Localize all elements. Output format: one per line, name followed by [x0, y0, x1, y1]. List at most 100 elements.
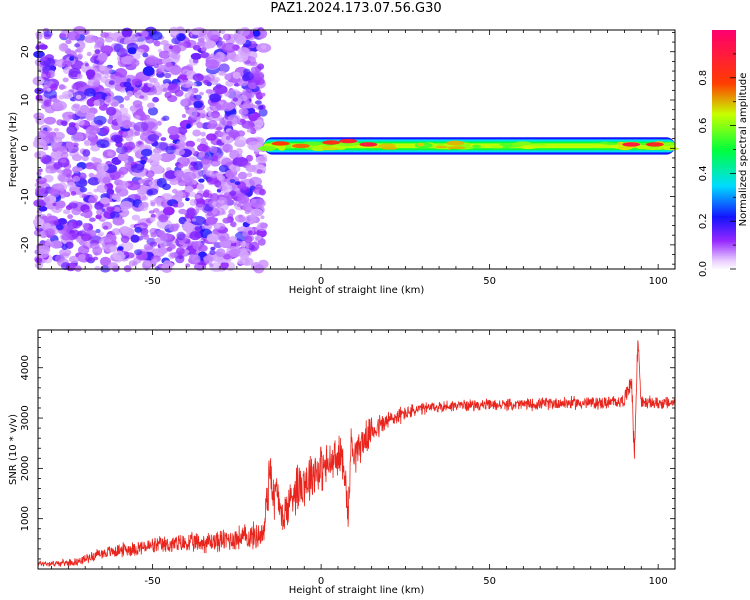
colorbar-step [712, 125, 736, 129]
noise-speckle [147, 102, 155, 109]
colorbar-step [712, 195, 736, 198]
noise-speckle [61, 60, 73, 67]
colorbar-tick-label: 0.6 [698, 118, 709, 134]
noise-speckle [139, 95, 145, 99]
noise-speckle [214, 223, 221, 229]
colorbar-step [712, 89, 736, 93]
snr-frame [37, 329, 676, 570]
colorbar-step [712, 153, 736, 157]
snr-x-tick-label: 100 [649, 576, 668, 587]
noise-speckle [100, 32, 110, 38]
noise-speckle [116, 146, 128, 155]
noise-speckle [201, 46, 208, 52]
noise-speckle [193, 161, 203, 171]
colorbar-step [712, 131, 736, 135]
noise-speckle [200, 137, 207, 143]
noise-speckle [131, 78, 143, 86]
noise-speckle [54, 151, 63, 159]
noise-speckle [229, 190, 237, 197]
noise-speckle [152, 78, 158, 83]
noise-speckle [216, 126, 223, 131]
noise-speckle [248, 57, 255, 62]
noise-speckle [188, 110, 198, 118]
colorbar-step [712, 49, 736, 53]
signal-band-detail [435, 145, 448, 149]
noise-speckle [254, 100, 262, 105]
colorbar-step [712, 137, 736, 141]
noise-speckle [210, 246, 216, 251]
noise-speckle [72, 85, 77, 90]
noise-speckle [67, 31, 81, 41]
noise-speckle [86, 51, 92, 57]
noise-speckle [196, 121, 204, 129]
noise-speckle [66, 125, 78, 136]
noise-speckle [61, 233, 71, 241]
noise-speckle [119, 104, 125, 109]
noise-speckle [142, 129, 152, 136]
noise-speckle [50, 240, 63, 249]
colorbar-label: Normalized spectral amplitude [738, 73, 749, 227]
spectrogram-y-tick-label: -20 [20, 237, 31, 253]
signal-band-detail [636, 144, 647, 150]
noise-speckle [95, 228, 101, 234]
noise-speckle [180, 98, 189, 107]
noise-speckle [124, 162, 133, 169]
noise-speckle [168, 66, 183, 76]
noise-speckle [205, 216, 218, 225]
noise-speckle [87, 177, 100, 186]
noise-speckle [90, 144, 100, 152]
noise-speckle [188, 191, 196, 197]
noise-speckle [67, 214, 73, 220]
colorbar-step [712, 57, 736, 61]
snr-x-tick-label: 50 [483, 576, 496, 587]
noise-speckle [82, 209, 93, 219]
spectrogram-x-axis-label: Height of straight line (km) [289, 285, 425, 296]
colorbar-step [712, 249, 736, 252]
noise-speckle [127, 130, 135, 137]
noise-speckle [193, 94, 202, 100]
noise-speckle [34, 87, 44, 95]
noise-speckle [182, 161, 189, 167]
noise-speckle [134, 131, 141, 136]
noise-speckle [75, 40, 86, 50]
noise-speckle [148, 181, 156, 187]
colorbar-step [712, 225, 736, 228]
noise-speckle [74, 131, 83, 139]
noise-speckle [209, 93, 222, 102]
noise-speckle [137, 110, 144, 116]
noise-speckle [107, 262, 119, 270]
noise-speckle [45, 168, 51, 174]
noise-speckle [185, 197, 190, 202]
noise-speckle [89, 217, 96, 222]
colorbar-step [712, 171, 736, 174]
noise-speckle [59, 248, 72, 257]
colorbar-step [712, 207, 736, 210]
spectrogram-y-tick-label: 0 [20, 145, 31, 151]
noise-speckle [66, 181, 76, 188]
colorbar-step [712, 65, 736, 69]
spectrogram-y-tick-label: 20 [20, 45, 31, 58]
noise-speckle [233, 202, 237, 206]
colorbar-tick-label: 0.4 [698, 165, 709, 181]
noise-speckle [103, 87, 111, 93]
noise-speckle [234, 181, 241, 186]
noise-speckle [176, 231, 186, 241]
noise-speckle [93, 99, 101, 106]
noise-speckle [100, 256, 111, 267]
colorbar-step [712, 35, 736, 39]
noise-speckle [174, 169, 185, 178]
noise-speckle [234, 214, 246, 223]
snr-x-tick-label: -50 [144, 576, 160, 587]
noise-speckle [256, 228, 267, 238]
noise-speckle [55, 224, 64, 231]
noise-speckle [75, 94, 82, 100]
noise-speckle [253, 71, 265, 81]
noise-speckle [239, 27, 251, 37]
noise-speckle [194, 209, 200, 214]
noise-speckle [130, 234, 140, 243]
colorbar-step [712, 233, 736, 236]
noise-speckle [43, 30, 53, 38]
noise-speckle [192, 58, 199, 64]
noise-speckle [121, 119, 133, 129]
noise-speckle [209, 193, 220, 202]
